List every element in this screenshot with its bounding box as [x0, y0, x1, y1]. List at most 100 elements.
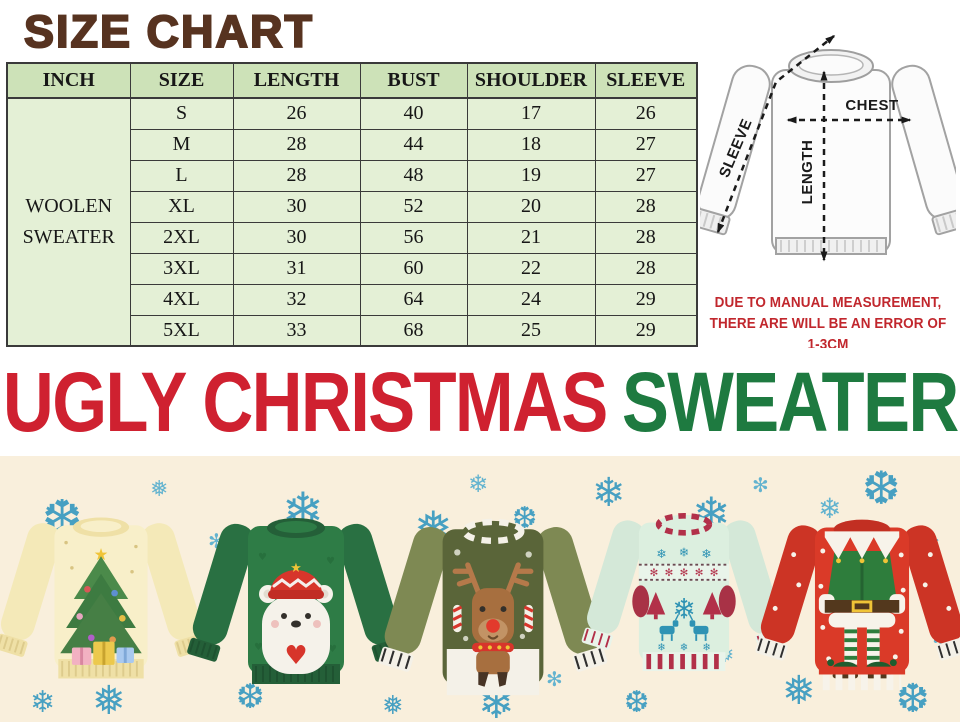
snowflake-motif-icon: ❄	[672, 592, 696, 625]
table-row: 2XL 30 56 21 28	[7, 221, 698, 254]
table-cell: 68	[359, 314, 468, 347]
table-cell: 20	[466, 190, 596, 223]
category-cell: WOOLEN SWEATER	[6, 97, 131, 347]
table-row: 3XL 31 60 22 28	[7, 252, 698, 285]
table-cell: 44	[359, 128, 468, 161]
snowflake-icon: ❅	[92, 678, 126, 722]
flower-motif-icon: ✻	[680, 567, 689, 579]
snowflake-icon: ❅	[782, 668, 816, 714]
col-header-length: LENGTH	[232, 62, 361, 99]
measurement-disclaimer: DUE TO MANUAL MEASUREMENT, THERE ARE WIL…	[707, 293, 949, 356]
col-header-bust: BUST	[359, 62, 468, 99]
candy-cane-icon	[523, 604, 534, 633]
table-cell: 52	[359, 190, 468, 223]
table-cell: 24	[466, 283, 596, 316]
disclaimer-line1: DUE TO MANUAL MEASUREMENT,	[714, 295, 942, 311]
table-row: L 28 48 19 27	[7, 159, 698, 192]
banner-sweater-text: SWEATER	[621, 354, 959, 449]
antlers-icon	[452, 562, 534, 595]
flower-motif-icon: ✻	[710, 567, 719, 579]
col-header-size: SIZE	[129, 62, 234, 99]
table-cell: 31	[232, 252, 361, 285]
elf-sweater-illustration	[755, 519, 960, 691]
table-cell: 60	[359, 252, 468, 285]
snowflake-icon: ✻	[752, 473, 769, 497]
snowflake-motif-icon: ❄	[680, 641, 689, 653]
table-cell: 26	[232, 97, 361, 130]
table-cell: 40	[359, 97, 468, 130]
snowflake-motif-icon: ❄	[679, 545, 689, 559]
fur-collar-icon	[824, 531, 900, 559]
size-chart-table: INCH SIZE LENGTH BUST SHOULDER SLEEVE WO…	[6, 62, 698, 347]
table-cell: 21	[466, 221, 596, 254]
snowflake-icon: ❄	[592, 470, 626, 516]
category-line2: SWEATER	[22, 226, 115, 248]
table-cell: 56	[359, 221, 468, 254]
table-cell: 22	[466, 252, 596, 285]
snowflake-icon: ❄	[30, 685, 55, 720]
table-cell: 29	[594, 314, 698, 347]
chest-dimension-label: CHEST	[845, 97, 898, 114]
star-icon: ★	[290, 561, 302, 576]
table-cell: 28	[594, 190, 698, 223]
table-cell: 29	[594, 283, 698, 316]
heart-pattern-icon: ♥	[326, 556, 335, 567]
table-cell: 18	[466, 128, 596, 161]
snowflake-icon: ❅	[382, 691, 404, 721]
table-cell: 28	[232, 128, 361, 161]
sweater-outline-icon: CHEST LENGTH SLEEVE	[692, 35, 960, 262]
deer-motif-icon	[689, 614, 709, 641]
table-cell: XL	[129, 190, 234, 223]
banner-ugly-christmas-text: UGLY CHRISTMAS	[2, 354, 608, 449]
length-dimension-label: LENGTH	[799, 140, 816, 205]
table-cell: S	[129, 97, 234, 130]
table-header-row: INCH SIZE LENGTH BUST SHOULDER SLEEVE	[6, 62, 698, 99]
table-cell: 27	[594, 159, 698, 192]
snowflake-icon: ❆	[862, 461, 901, 515]
table-cell: 27	[594, 128, 698, 161]
flower-motif-icon: ✻	[665, 567, 674, 579]
table-row: WOOLEN SWEATER S 26 40 17 26	[6, 97, 698, 347]
table-cell: 28	[594, 221, 698, 254]
snowflake-icon: ❆	[624, 685, 649, 720]
sweater-gallery: ❆ ❅ ❄ ✻ ❅ ❄ ❆ ✻ ❅ ❄ ❆ ✻ ❄ ❅ ❆ ❄ ✻ ❅ ❄ ❆ …	[0, 456, 960, 727]
sweater-gallery-canvas: ❆ ❅ ❄ ✻ ❅ ❄ ❆ ✻ ❅ ❄ ❆ ✻ ❄ ❅ ❆ ❄ ✻ ❅ ❄ ❆ …	[0, 461, 960, 727]
table-row: M 28 44 18 27	[7, 128, 698, 161]
col-header-inch: INCH	[6, 62, 131, 99]
category-line1: WOOLEN	[25, 195, 113, 217]
table-cell: 3XL	[129, 252, 234, 285]
table-cell: 5XL	[129, 314, 234, 347]
table-cell: 26	[594, 97, 698, 130]
snowflake-icon: ❄	[468, 470, 488, 498]
table-row: XL 30 52 20 28	[7, 190, 698, 223]
table-cell: 33	[232, 314, 361, 347]
table-cell: 17	[466, 97, 596, 130]
table-cell: 19	[466, 159, 596, 192]
snowflake-icon: ❆	[896, 676, 930, 722]
fair-isle-sweater-illustration: ❄ ❄ ❄ ✻ ✻ ✻ ✻ ✻ ❄ ❄	[581, 513, 787, 671]
snowflake-icon: ❅	[150, 477, 168, 502]
table-cell: 64	[359, 283, 468, 316]
table-cell: 2XL	[129, 221, 234, 254]
table-row: 4XL 32 64 24 29	[7, 283, 698, 316]
reindeer-sweater-illustration	[378, 518, 608, 696]
table-row: 5XL 33 68 25 29	[7, 314, 698, 347]
heart-pattern-icon: ♥	[258, 552, 267, 563]
col-header-sleeve: SLEEVE	[594, 62, 698, 99]
table-cell: 48	[359, 159, 468, 192]
snowflake-motif-icon: ❄	[701, 547, 711, 561]
heart-icon: ♥	[284, 641, 307, 671]
table-cell: 28	[594, 252, 698, 285]
snowflake-motif-icon: ❄	[656, 547, 666, 561]
deer-motif-icon	[659, 614, 679, 641]
table-cell: 4XL	[129, 283, 234, 316]
table-cell: L	[129, 159, 234, 192]
table-cell: 30	[232, 221, 361, 254]
table-cell: M	[129, 128, 234, 161]
sweater-measurement-diagram: CHEST LENGTH SLEEVE	[692, 20, 960, 293]
candy-cane-icon	[452, 604, 463, 633]
flower-motif-icon: ✻	[695, 567, 704, 579]
star-icon: ★	[94, 545, 109, 564]
snowflake-motif-icon: ❄	[702, 641, 711, 653]
table-cell: 32	[232, 283, 361, 316]
